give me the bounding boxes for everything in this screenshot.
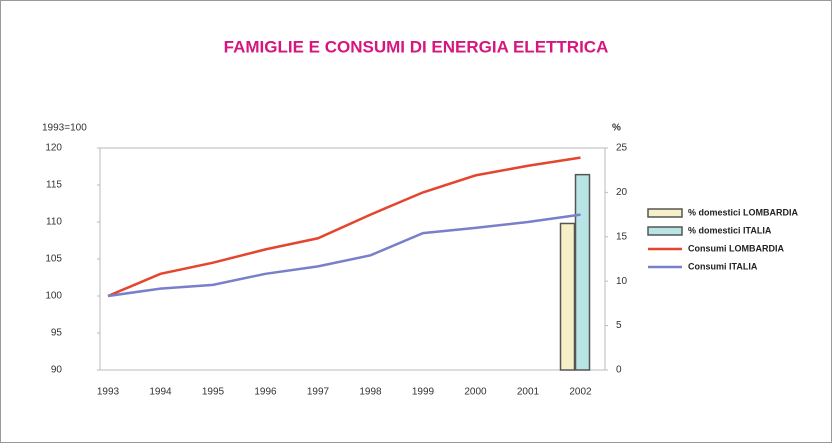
y2-tick-label: 5	[616, 320, 622, 331]
y-tick-label: 95	[51, 328, 63, 339]
x-tick-label: 1999	[412, 387, 435, 398]
legend-label: % domestici ITALIA	[688, 225, 772, 235]
bar	[574, 173, 591, 371]
x-tick-label: 2002	[569, 387, 592, 398]
x-tick-label: 1995	[202, 387, 225, 398]
x-tick-label: 1998	[359, 387, 382, 398]
y-tick-label: 120	[45, 143, 62, 154]
y-tick-label: 105	[45, 254, 62, 265]
legend-label: Consumi ITALIA	[688, 261, 758, 271]
line	[107, 213, 581, 298]
legend-label: % domestici LOMBARDIA	[688, 207, 799, 217]
bar	[559, 222, 576, 371]
legend-label: Consumi LOMBARDIA	[688, 243, 784, 253]
y-tick-label: 100	[45, 291, 62, 302]
x-tick-label: 1996	[254, 387, 277, 398]
legend-swatch	[647, 208, 683, 218]
y2-tick-label: 15	[616, 231, 628, 242]
x-tick-label: 2001	[517, 387, 540, 398]
chart-title: FAMIGLIE E CONSUMI DI ENERGIA ELETTRICA	[224, 37, 609, 56]
x-tick-label: 1997	[307, 387, 330, 398]
x-tick-label: 2000	[464, 387, 487, 398]
y2-tick-label: 10	[616, 276, 628, 287]
x-tick-label: 1994	[149, 387, 172, 398]
y-tick-label: 90	[51, 365, 63, 376]
x-tick-label: 1993	[97, 387, 120, 398]
y-tick-label: 110	[46, 217, 62, 228]
y2-axis-label: %	[612, 123, 621, 134]
y-tick-label: 115	[46, 180, 62, 191]
y-axis-label: 1993=100	[42, 123, 87, 134]
line	[107, 156, 581, 298]
y2-tick-label: 20	[616, 187, 628, 198]
legend-swatch	[647, 226, 683, 236]
y2-tick-label: 25	[616, 143, 628, 154]
y2-tick-label: 0	[616, 365, 622, 376]
